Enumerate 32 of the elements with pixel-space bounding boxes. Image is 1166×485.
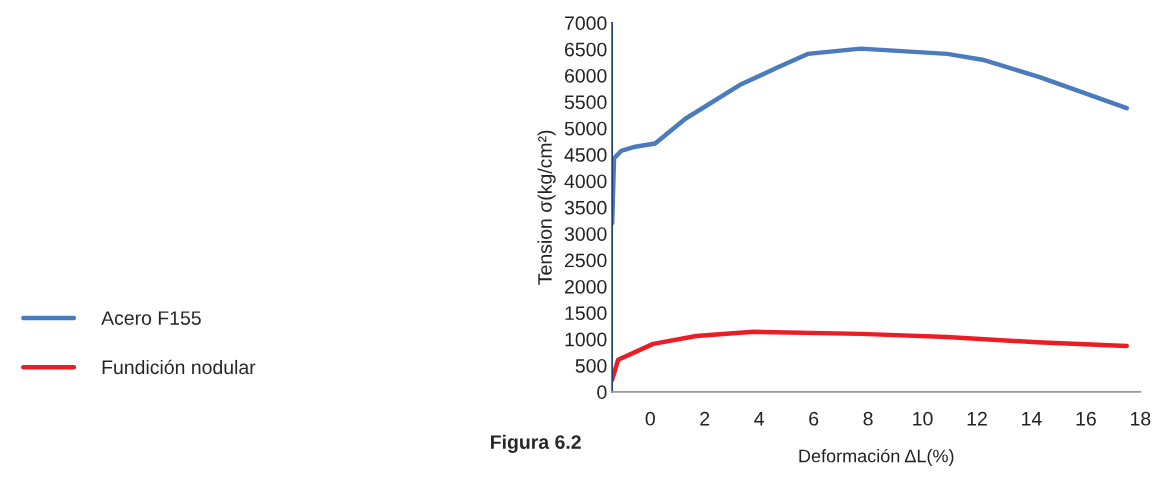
x-tick-label: 10 — [913, 411, 933, 426]
text: Figura 6.2 — [491, 434, 581, 453]
x-tick-label: 2 — [700, 411, 710, 426]
x-tick-label: 18 — [1131, 411, 1151, 426]
y-tick-label: 2500 — [565, 253, 607, 268]
y-tick-label: 3500 — [564, 200, 607, 215]
y-tick-label: 500 — [575, 358, 607, 373]
y-tick-label: 1000 — [565, 332, 607, 347]
line-series — [612, 46, 1129, 226]
x-tick-label: 8 — [863, 411, 873, 426]
y-tick-label: 0 — [597, 385, 607, 400]
y-tick-label: 4500 — [564, 148, 607, 162]
y-axis-title: Tension σ(kg/cm²) — [537, 130, 556, 285]
x-axis-title: Deformación ΔL(%) — [799, 448, 954, 466]
y-tick-label: 6000 — [565, 68, 607, 83]
y-tick-label: 5000 — [564, 121, 607, 136]
x-tick-label: 16 — [1076, 411, 1096, 426]
y-tick-label: 1500 — [565, 306, 607, 321]
line-series — [612, 329, 1129, 382]
x-tick-label: 0 — [645, 411, 655, 426]
x-tick-label: 14 — [1022, 412, 1042, 426]
y-tick-label: 4000 — [564, 174, 607, 189]
y-tick-label: 7000 — [565, 16, 607, 31]
legend-label: Acero F155 — [101, 311, 201, 325]
y-tick-label: 2000 — [565, 279, 607, 294]
y-tick-label: 5500 — [564, 95, 607, 110]
x-tick-label: 4 — [754, 412, 765, 426]
x-tick-label: 6 — [809, 411, 819, 426]
y-tick-label: 3000 — [564, 227, 607, 241]
x-tick-label: 12 — [967, 411, 987, 426]
legend-label: Fundición nodular — [102, 359, 256, 375]
y-tick-label: 6500 — [565, 42, 607, 57]
